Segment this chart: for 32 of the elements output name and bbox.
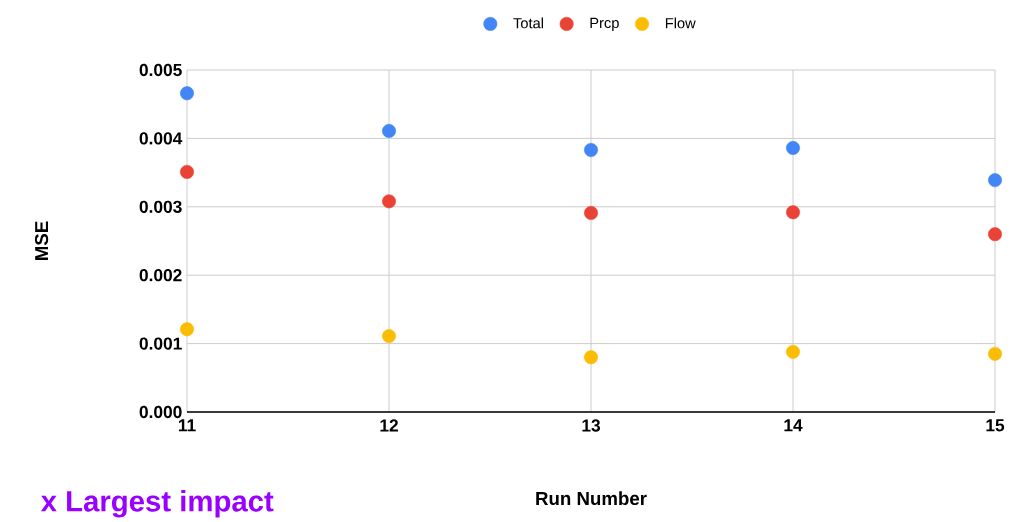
- text: x Largest impact: [40, 490, 274, 518]
- point: [786, 344, 800, 359]
- y-tick-label: 0.000: [139, 405, 182, 419]
- point: [584, 143, 598, 157]
- point: [180, 164, 194, 179]
- point: [382, 123, 396, 138]
- y-tick-label: 0.002: [139, 269, 182, 282]
- y-axis-title: MSE: [34, 221, 49, 260]
- point: [180, 322, 194, 337]
- x-tick-label: 15: [986, 419, 1005, 432]
- point: [988, 227, 1002, 242]
- x-axis-title: Run Number: [536, 491, 647, 506]
- point: [584, 206, 598, 220]
- point: [988, 346, 1002, 361]
- point: [584, 350, 598, 365]
- point: [382, 329, 396, 344]
- point: [382, 194, 396, 209]
- point: [786, 205, 800, 220]
- legend-label: Total: [513, 17, 543, 29]
- y-tick-label: 0.003: [139, 200, 182, 213]
- y-tick-label: 0.004: [139, 132, 183, 145]
- x-tick-label: 13: [582, 419, 601, 432]
- x-tick-label: 11: [178, 419, 196, 432]
- point: [180, 86, 194, 101]
- point: [988, 173, 1002, 188]
- y-tick-label: 0.005: [139, 63, 182, 77]
- legend-label: Prcp: [590, 17, 619, 31]
- x-tick-label: 14: [784, 419, 803, 432]
- point: [786, 141, 800, 155]
- y-tick-label: 0.001: [139, 337, 182, 350]
- x-tick-label: 12: [380, 419, 398, 432]
- legend-label: Flow: [665, 17, 696, 29]
